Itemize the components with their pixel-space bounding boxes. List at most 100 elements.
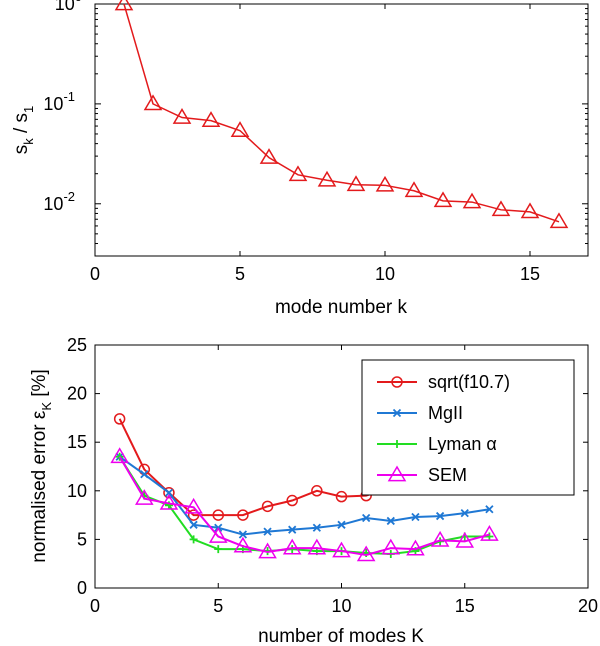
data-point	[110, 447, 129, 464]
data-point	[455, 531, 475, 548]
data-point	[114, 0, 134, 11]
legend-marker	[387, 465, 407, 482]
data-point	[237, 509, 249, 521]
data-point	[317, 170, 337, 187]
data-point	[433, 191, 453, 208]
legend-marker	[392, 408, 402, 418]
data-point	[356, 545, 376, 562]
x-tick-label: 10	[375, 264, 395, 284]
y-tick-label: 20	[67, 384, 87, 404]
data-point	[140, 470, 149, 479]
data-point	[208, 527, 228, 543]
data-point	[485, 532, 494, 541]
x-tick-label: 5	[235, 264, 245, 284]
data-point	[172, 108, 192, 124]
x-axis-label: number of modes K	[258, 626, 424, 646]
legend-label: MgII	[428, 403, 463, 423]
data-point	[386, 516, 395, 526]
data-point	[346, 175, 366, 192]
y-axis-label: sk / s1	[11, 106, 36, 155]
data-point	[375, 175, 395, 192]
x-tick-label: 10	[331, 596, 351, 616]
plot-area-frame	[94, 3, 589, 257]
error-vs-modes-chart: 0 5 10 15 20 0 5 10 15 20 25 number of modes K no…	[29, 335, 598, 646]
data-point	[288, 165, 308, 182]
data-point	[212, 509, 224, 521]
legend-label: Lyman α	[428, 434, 497, 454]
data-point	[261, 500, 274, 513]
y-tick-group: 100 10-1 10-2	[43, 0, 588, 257]
data-point	[460, 509, 469, 518]
data-point	[189, 520, 198, 529]
data-point	[337, 520, 346, 529]
data-point	[184, 497, 203, 514]
legend-label: sqrt(f10.7)	[428, 372, 510, 392]
data-point	[189, 535, 198, 544]
data-point	[362, 513, 371, 523]
data-point	[485, 505, 494, 514]
data-point	[332, 541, 351, 558]
data-point	[520, 202, 540, 219]
data-point	[491, 200, 511, 217]
data-point	[307, 538, 327, 555]
series-group	[114, 0, 569, 229]
x-tick-label: 0	[90, 596, 100, 616]
y-tick-label: 10	[67, 481, 87, 501]
y-tick-label: 100	[55, 0, 82, 14]
data-point	[230, 121, 250, 137]
data-point	[187, 509, 200, 521]
x-tick-group: 0 5 10 15	[90, 4, 540, 284]
data-point	[201, 111, 221, 127]
x-tick-label: 5	[213, 596, 223, 616]
legend-marker	[391, 376, 403, 388]
series-line	[119, 455, 490, 536]
series-line	[118, 456, 490, 555]
data-point	[282, 538, 302, 555]
y-tick-label: 15	[67, 432, 87, 452]
legend-label: SEM	[428, 465, 467, 485]
legend: sqrt(f10.7) MgII Lyman α SEM	[361, 359, 575, 496]
data-point	[404, 181, 424, 198]
data-point	[335, 490, 348, 503]
data-point	[238, 530, 248, 539]
series-line	[118, 456, 490, 556]
data-point	[549, 212, 569, 229]
y-tick-label: 5	[77, 529, 87, 549]
data-point	[288, 525, 297, 534]
x-tick-label: 15	[455, 596, 475, 616]
x-tick-label: 0	[90, 264, 100, 284]
y-tick-group: 0 5 10 15 20 25	[67, 335, 588, 598]
data-point	[430, 530, 450, 547]
y-tick-label: 10-1	[43, 89, 75, 114]
data-point	[143, 94, 163, 111]
legend-marker	[393, 440, 401, 448]
data-point	[462, 192, 482, 209]
data-point	[312, 523, 321, 532]
data-point	[113, 413, 126, 425]
data-point	[435, 511, 445, 521]
x-tick-group: 0 5 10 15 20	[90, 345, 598, 616]
data-point	[259, 148, 279, 164]
data-point	[164, 488, 174, 497]
data-point	[263, 527, 272, 536]
data-point	[233, 536, 253, 553]
y-axis-label: normalised error εK [%]	[29, 369, 54, 562]
data-point	[406, 539, 425, 556]
y-tick-label: 25	[67, 335, 87, 355]
data-point	[381, 538, 401, 555]
x-tick-label: 15	[520, 264, 540, 284]
x-axis-label: mode number k	[275, 297, 408, 318]
data-point	[480, 525, 499, 541]
data-point	[411, 512, 420, 522]
data-point	[214, 545, 223, 554]
data-point	[286, 494, 298, 507]
y-tick-label: 0	[77, 578, 87, 598]
data-point	[163, 486, 175, 499]
series-line	[123, 3, 560, 223]
data-point	[134, 489, 154, 505]
data-point	[311, 485, 323, 497]
x-tick-label: 20	[578, 596, 598, 616]
y-tick-label: 10-2	[43, 189, 75, 214]
data-point	[258, 542, 277, 559]
